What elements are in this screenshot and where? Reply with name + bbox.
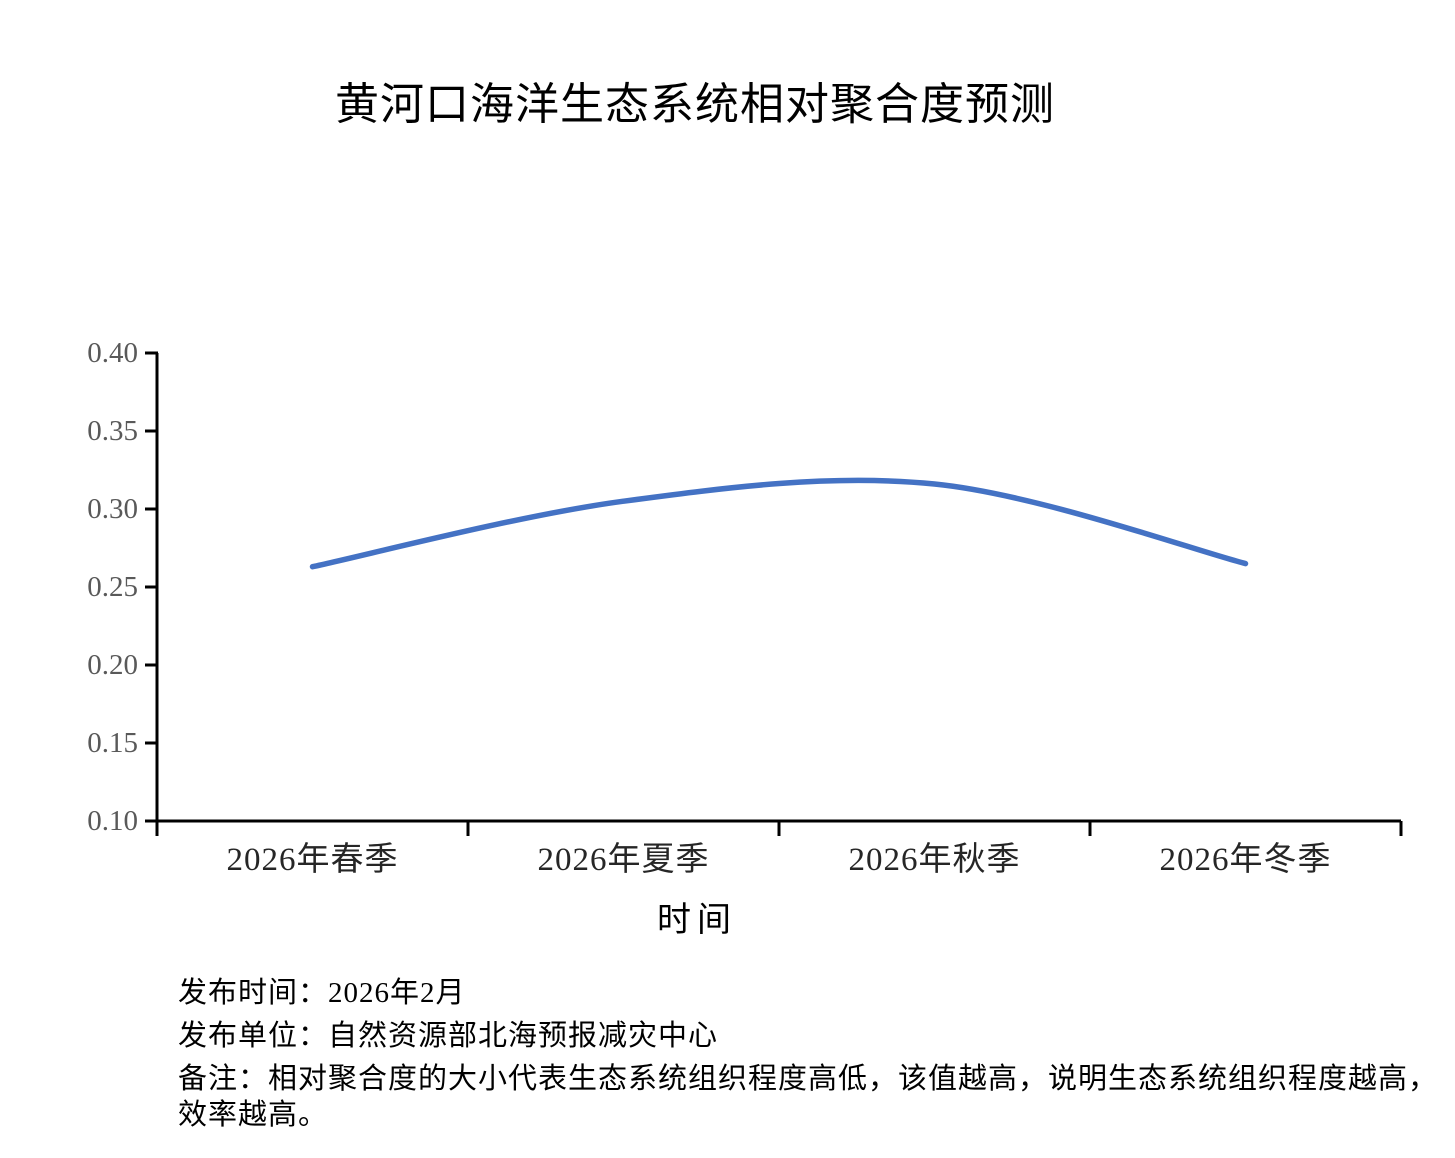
y-tick-label: 0.15	[87, 727, 138, 759]
y-tick-label: 0.30	[87, 493, 138, 525]
x-tick-label: 2026年春季	[226, 842, 399, 878]
x-tick-label: 2026年冬季	[1159, 842, 1332, 878]
footer-note-line-2: 效率越高。	[178, 1099, 329, 1131]
y-tick-label: 0.20	[87, 649, 138, 681]
x-tick-label: 2026年夏季	[537, 842, 710, 878]
y-tick-label: 0.40	[87, 337, 138, 369]
footer-publish-time: 发布时间：2026年2月	[178, 977, 466, 1009]
forecast-line	[309, 477, 1249, 570]
x-tick-label: 2026年秋季	[848, 842, 1021, 878]
y-tick-label: 0.25	[87, 571, 138, 603]
chart-title: 黄河口海洋生态系统相对聚合度预测	[335, 80, 1055, 129]
footer-publish-unit: 发布单位：自然资源部北海预报减灾中心	[178, 1020, 719, 1052]
y-tick-label: 0.35	[87, 415, 138, 447]
y-tick-label: 0.10	[87, 805, 138, 837]
footer-note-line-1: 备注：相对聚合度的大小代表生态系统组织程度高低，该值越高，说明生态系统组织程度越…	[178, 1063, 1439, 1095]
x-axis-title: 时间	[657, 902, 737, 939]
